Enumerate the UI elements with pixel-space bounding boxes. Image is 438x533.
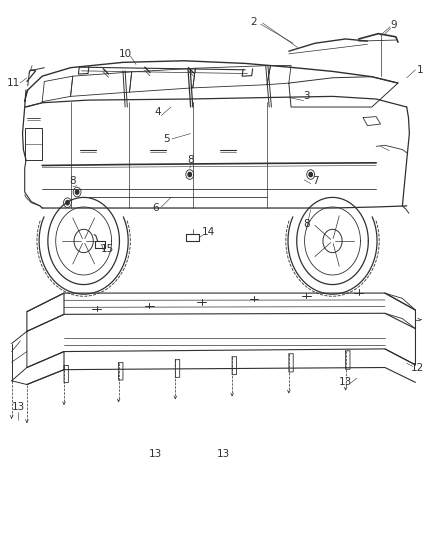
Text: 11: 11 [7, 78, 21, 88]
Text: 9: 9 [390, 20, 397, 30]
Circle shape [309, 172, 312, 176]
Text: 5: 5 [163, 134, 170, 144]
Text: 4: 4 [155, 107, 161, 117]
Text: 1: 1 [417, 65, 423, 75]
Text: 8: 8 [303, 219, 310, 229]
Text: 13: 13 [149, 449, 162, 458]
Text: 14: 14 [201, 227, 215, 237]
Text: 2: 2 [251, 17, 257, 27]
Text: 13: 13 [339, 377, 352, 387]
Text: 8: 8 [187, 155, 194, 165]
Circle shape [188, 172, 191, 176]
Text: 3: 3 [303, 91, 310, 101]
Text: 10: 10 [119, 49, 132, 59]
Text: 7: 7 [312, 176, 318, 187]
Text: 6: 6 [152, 203, 159, 213]
Circle shape [66, 200, 69, 205]
Text: 8: 8 [69, 176, 76, 187]
Text: 13: 13 [217, 449, 230, 458]
Circle shape [75, 190, 79, 194]
Text: 13: 13 [11, 402, 25, 413]
Text: 12: 12 [411, 362, 424, 373]
Text: 15: 15 [101, 244, 114, 254]
